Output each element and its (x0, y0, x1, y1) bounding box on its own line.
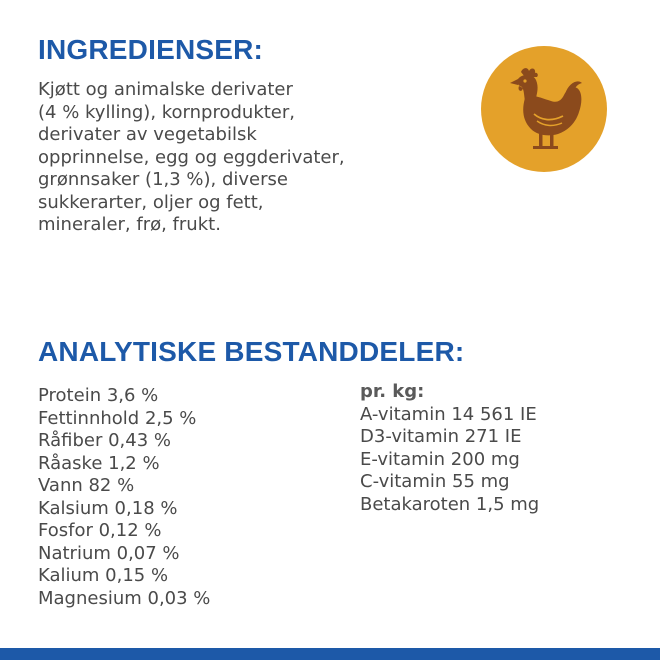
ingredients-line: mineraler, frø, frukt. (38, 214, 221, 235)
ingredients-line: opprinnelse, egg og eggderivater, (38, 146, 345, 168)
analytical-item: Råaske 1,2 % (38, 452, 160, 474)
chicken-icon (510, 68, 582, 149)
bottom-bar (0, 648, 660, 660)
ingredients-line: sukkerarter, oljer og fett, (38, 191, 264, 213)
analytical-item: Fosfor 0,12 % (38, 520, 162, 541)
analytical-item: Magnesium 0,03 % (38, 587, 211, 609)
ingredients-heading: INGREDIENSER: (38, 34, 264, 65)
ingredients-line: derivater av vegetabilsk (38, 124, 257, 145)
vitamin-item: Betakaroten 1,5 mg (360, 493, 540, 515)
analytical-left-list: Protein 3,6 % Fettinnhold 2,5 % Råfiber … (38, 385, 210, 610)
analytical-item: Natrium 0,07 % (38, 542, 180, 564)
analytical-heading: ANALYTISKE BESTANDDELER: (38, 336, 465, 367)
ingredients-text: Kjøtt og animalske derivater (4 % kyllin… (38, 79, 448, 237)
analytical-item: Kalsium 0,18 % (38, 497, 178, 519)
vitamin-item: D3-vitamin 271 IE (360, 426, 522, 447)
chicken-badge (481, 46, 607, 172)
analytical-item: Protein 3,6 % (38, 385, 159, 406)
analytical-item: Fettinnhold 2,5 % (38, 407, 197, 429)
ingredients-line: grønnsaker (1,3 %), diverse (38, 169, 288, 190)
analytical-right-list: pr. kg: A-vitamin 14 561 IE D3-vitamin 2… (360, 381, 539, 516)
per-kg-heading: pr. kg: (360, 381, 425, 402)
ingredients-line: Kjøtt og animalske derivater (38, 79, 293, 100)
analytical-item: Vann 82 % (38, 475, 135, 496)
analytical-item: Råfiber 0,43 % (38, 430, 172, 451)
vitamin-item: E-vitamin 200 mg (360, 448, 520, 470)
vitamin-item: A-vitamin 14 561 IE (360, 403, 537, 425)
vitamin-item: C-vitamin 55 mg (360, 471, 510, 492)
analytical-item: Kalium 0,15 % (38, 565, 169, 586)
ingredients-line: (4 % kylling), kornprodukter, (38, 101, 296, 123)
